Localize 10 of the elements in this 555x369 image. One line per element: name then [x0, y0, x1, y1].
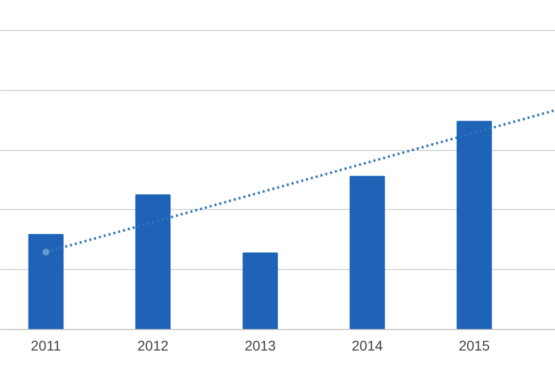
x-tick-label: 2014: [352, 338, 384, 354]
x-tick-label: 2011: [30, 338, 62, 354]
x-tick-label: 2013: [244, 338, 276, 354]
x-tick-label: 2015: [458, 338, 490, 354]
x-tick-label: 2012: [137, 338, 169, 354]
bar: [350, 176, 385, 330]
bar: [28, 234, 64, 330]
bar: [242, 252, 278, 330]
bar: [456, 120, 492, 330]
bar: [135, 194, 171, 330]
